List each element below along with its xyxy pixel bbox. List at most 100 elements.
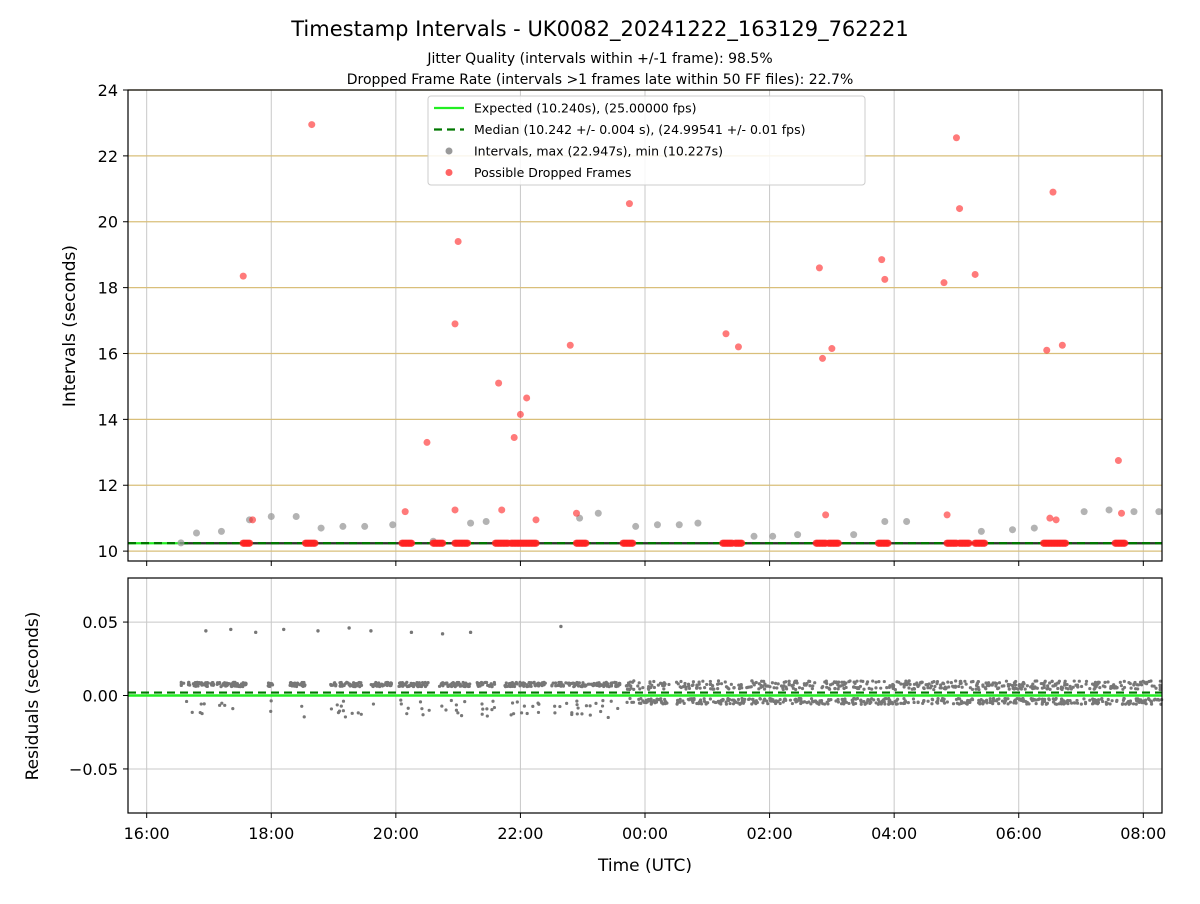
- dropped-frame-point: [1062, 540, 1069, 547]
- residual-point: [717, 679, 720, 682]
- residual-point: [738, 703, 741, 706]
- residual-point: [725, 702, 728, 705]
- residual-point: [444, 708, 447, 711]
- dropped-frame-point: [1053, 516, 1060, 523]
- residual-point: [788, 683, 791, 686]
- residual-point: [513, 685, 516, 688]
- residual-point: [493, 706, 496, 709]
- dropped-frame-point: [498, 506, 505, 513]
- residual-point: [655, 700, 658, 703]
- interval-point: [1106, 506, 1113, 513]
- dropped-frame-point: [884, 540, 891, 547]
- residual-point: [1078, 680, 1081, 683]
- residual-point: [1123, 697, 1126, 700]
- residual-point: [695, 684, 698, 687]
- residual-point: [573, 684, 576, 687]
- x-tick-label: 08:00: [1120, 824, 1166, 843]
- residual-point: [523, 705, 526, 708]
- residual-point: [399, 699, 402, 702]
- residuals-points: [180, 625, 1164, 719]
- residual-point: [1149, 700, 1152, 703]
- residual-point: [476, 681, 479, 684]
- residual-point: [1145, 702, 1148, 705]
- residual-point: [1123, 686, 1126, 689]
- residual-point: [1073, 701, 1076, 704]
- residual-point: [1051, 684, 1054, 687]
- residual-point: [629, 680, 632, 683]
- residual-point: [1106, 680, 1109, 683]
- interval-point: [293, 513, 300, 520]
- residual-point: [833, 687, 836, 690]
- residual-point: [270, 699, 273, 702]
- residual-point: [794, 700, 797, 703]
- residual-point: [872, 698, 875, 701]
- interval-point: [881, 518, 888, 525]
- dropped-frame-point: [246, 540, 253, 547]
- residual-point: [349, 683, 352, 686]
- residual-point: [456, 711, 459, 714]
- dropped-frame-point: [738, 540, 745, 547]
- residual-point: [912, 697, 915, 700]
- interval-point: [218, 528, 225, 535]
- dropped-frame-point: [878, 256, 885, 263]
- residual-point: [977, 686, 980, 689]
- residual-point: [784, 680, 787, 683]
- residual-point: [375, 682, 378, 685]
- intervals-y-tick-label: 20: [98, 213, 118, 232]
- dropped-frame-point: [249, 516, 256, 523]
- residual-point: [485, 707, 488, 710]
- residual-point: [871, 679, 874, 682]
- residual-point: [606, 682, 609, 685]
- residual-point: [588, 704, 591, 707]
- residual-point: [709, 697, 712, 700]
- residual-point: [682, 685, 685, 688]
- residual-point: [912, 701, 915, 704]
- residual-point: [596, 683, 599, 686]
- residual-point: [818, 699, 821, 702]
- residual-point: [616, 707, 619, 710]
- residual-point: [360, 684, 363, 687]
- residual-point: [838, 684, 841, 687]
- residual-point: [531, 705, 534, 708]
- interval-point: [1155, 508, 1162, 515]
- residual-point: [1070, 687, 1073, 690]
- residual-point: [820, 686, 823, 689]
- residual-point: [660, 701, 663, 704]
- residual-point: [550, 684, 553, 687]
- dropped-frame-point: [408, 540, 415, 547]
- dropped-frame-point: [573, 510, 580, 517]
- residual-point: [853, 681, 856, 684]
- x-tick-label: 20:00: [373, 824, 419, 843]
- legend-dropped-swatch: [446, 169, 453, 176]
- residual-point: [1047, 697, 1050, 700]
- residual-point: [481, 708, 484, 711]
- interval-point: [1031, 525, 1038, 532]
- residual-point: [842, 698, 845, 701]
- interval-point: [694, 520, 701, 527]
- residual-point: [508, 682, 511, 685]
- residual-point: [995, 682, 998, 685]
- residual-point: [1056, 682, 1059, 685]
- dropped-frame-point: [517, 411, 524, 418]
- x-tick-label: 00:00: [622, 824, 668, 843]
- residual-point: [267, 684, 270, 687]
- interval-point: [794, 531, 801, 538]
- residual-point: [511, 701, 514, 704]
- residual-point: [716, 687, 719, 690]
- residuals-y-tick-label: 0.05: [82, 613, 118, 632]
- residual-point: [854, 686, 857, 689]
- residual-point: [450, 699, 453, 702]
- residual-point: [950, 681, 953, 684]
- residual-point: [1139, 681, 1142, 684]
- residual-point: [1148, 680, 1151, 683]
- residual-point: [1076, 702, 1079, 705]
- residual-point: [920, 681, 923, 684]
- interval-point: [467, 520, 474, 527]
- dropped-frame-point: [1049, 189, 1056, 196]
- residual-point: [733, 686, 736, 689]
- residual-point: [931, 698, 934, 701]
- residual-point: [344, 715, 347, 718]
- residual-point: [523, 682, 526, 685]
- residual-point: [847, 680, 850, 683]
